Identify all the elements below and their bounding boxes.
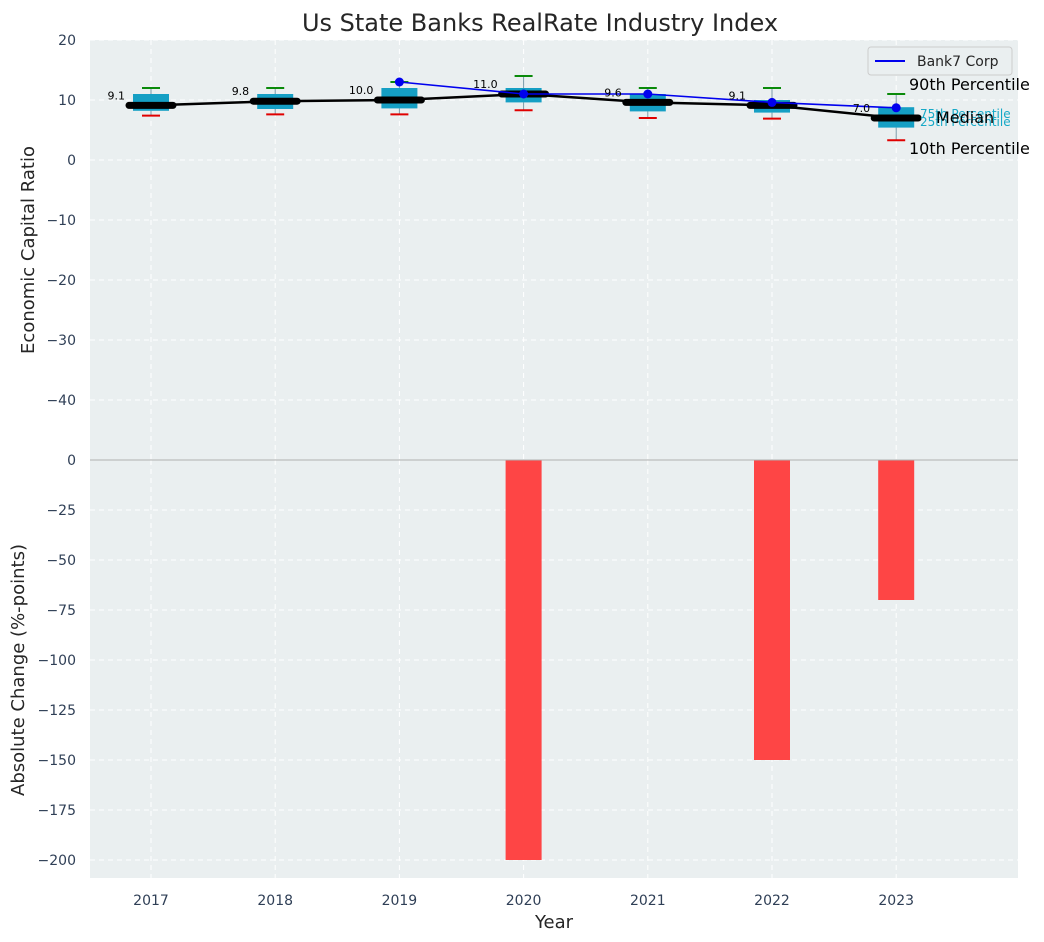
x-axis-label: Year: [534, 912, 574, 933]
annotation-q1: 25th Percentile: [920, 115, 1011, 129]
bottom-y-tick-label: −100: [38, 653, 76, 669]
chart-title: Us State Banks RealRate Industry Index: [302, 9, 778, 37]
median-value-label: 9.1: [729, 89, 747, 102]
annotation-median: Median: [936, 108, 994, 127]
median-value-labels: 9.1 9.8 10.0 11.0 9.6 9.1 7.0: [108, 78, 871, 115]
top-y-tick-label: −40: [46, 393, 76, 409]
median-value-label: 9.6: [604, 86, 622, 99]
x-tick-label: 2021: [630, 893, 666, 909]
x-tick-label: 2020: [506, 893, 542, 909]
top-y-tick-label: 0: [67, 153, 76, 169]
bank-point: [519, 89, 529, 99]
median-value-label: 9.1: [108, 89, 126, 102]
bottom-y-tick-label: 0: [67, 453, 76, 469]
top-y-tick-label: 20: [58, 33, 76, 49]
median-value-label: 7.0: [853, 102, 871, 115]
x-tick-label: 2019: [382, 893, 418, 909]
annotation-p90: 90th Percentile: [909, 75, 1030, 94]
x-tick-label: 2022: [754, 893, 790, 909]
bottom-plot-background: [90, 460, 1018, 878]
bottom-y-tick-label: −125: [38, 703, 76, 719]
bank-point: [643, 89, 653, 99]
top-y-tick-label: −10: [46, 213, 76, 229]
x-tick-label: 2023: [878, 893, 914, 909]
annotation-q3: 75th Percentile: [920, 107, 1011, 121]
top-y-tick-label: 10: [58, 93, 76, 109]
change-bar: [878, 460, 915, 600]
bank-point: [394, 77, 404, 87]
top-y-tick-label: −30: [46, 333, 76, 349]
legend-bank-label: Bank7 Corp: [917, 54, 999, 70]
legend: Bank7 Corp: [867, 46, 1013, 76]
median-value-label: 10.0: [349, 84, 374, 97]
top-gridlines: [90, 39, 1018, 460]
top-y-ticks: 20 10 0 −10 −20 −30 −40: [46, 33, 76, 409]
x-tick-label: 2017: [133, 893, 169, 909]
change-bars: [505, 460, 915, 860]
bottom-y-tick-label: −175: [38, 803, 76, 819]
bank-series: [394, 77, 901, 113]
annotation-p10: 10th Percentile: [909, 139, 1030, 158]
top-y-tick-label: −20: [46, 273, 76, 289]
top-y-axis-label: Economic Capital Ratio: [18, 146, 39, 354]
bottom-y-tick-label: −75: [46, 603, 76, 619]
x-ticks: 2017 2018 2019 2020 2021 2022 2023: [133, 893, 914, 909]
x-tick-label: 2018: [257, 893, 293, 909]
bottom-y-tick-label: −200: [38, 853, 76, 869]
bank-point: [767, 97, 777, 107]
bottom-y-ticks: 0 −25 −50 −75 −100 −125 −150 −175 −200: [38, 453, 76, 869]
bank-point: [891, 103, 901, 113]
change-bar: [505, 460, 542, 860]
bottom-y-tick-label: −150: [38, 753, 76, 769]
bottom-y-tick-label: −25: [46, 503, 76, 519]
top-plot-background: [90, 40, 1018, 460]
legend-box: [867, 46, 1013, 76]
change-bar: [754, 460, 790, 760]
median-value-label: 11.0: [473, 78, 498, 91]
bottom-y-tick-label: −50: [46, 553, 76, 569]
median-value-label: 9.8: [232, 85, 250, 98]
bottom-y-axis-label: Absolute Change (%-points): [8, 544, 29, 796]
